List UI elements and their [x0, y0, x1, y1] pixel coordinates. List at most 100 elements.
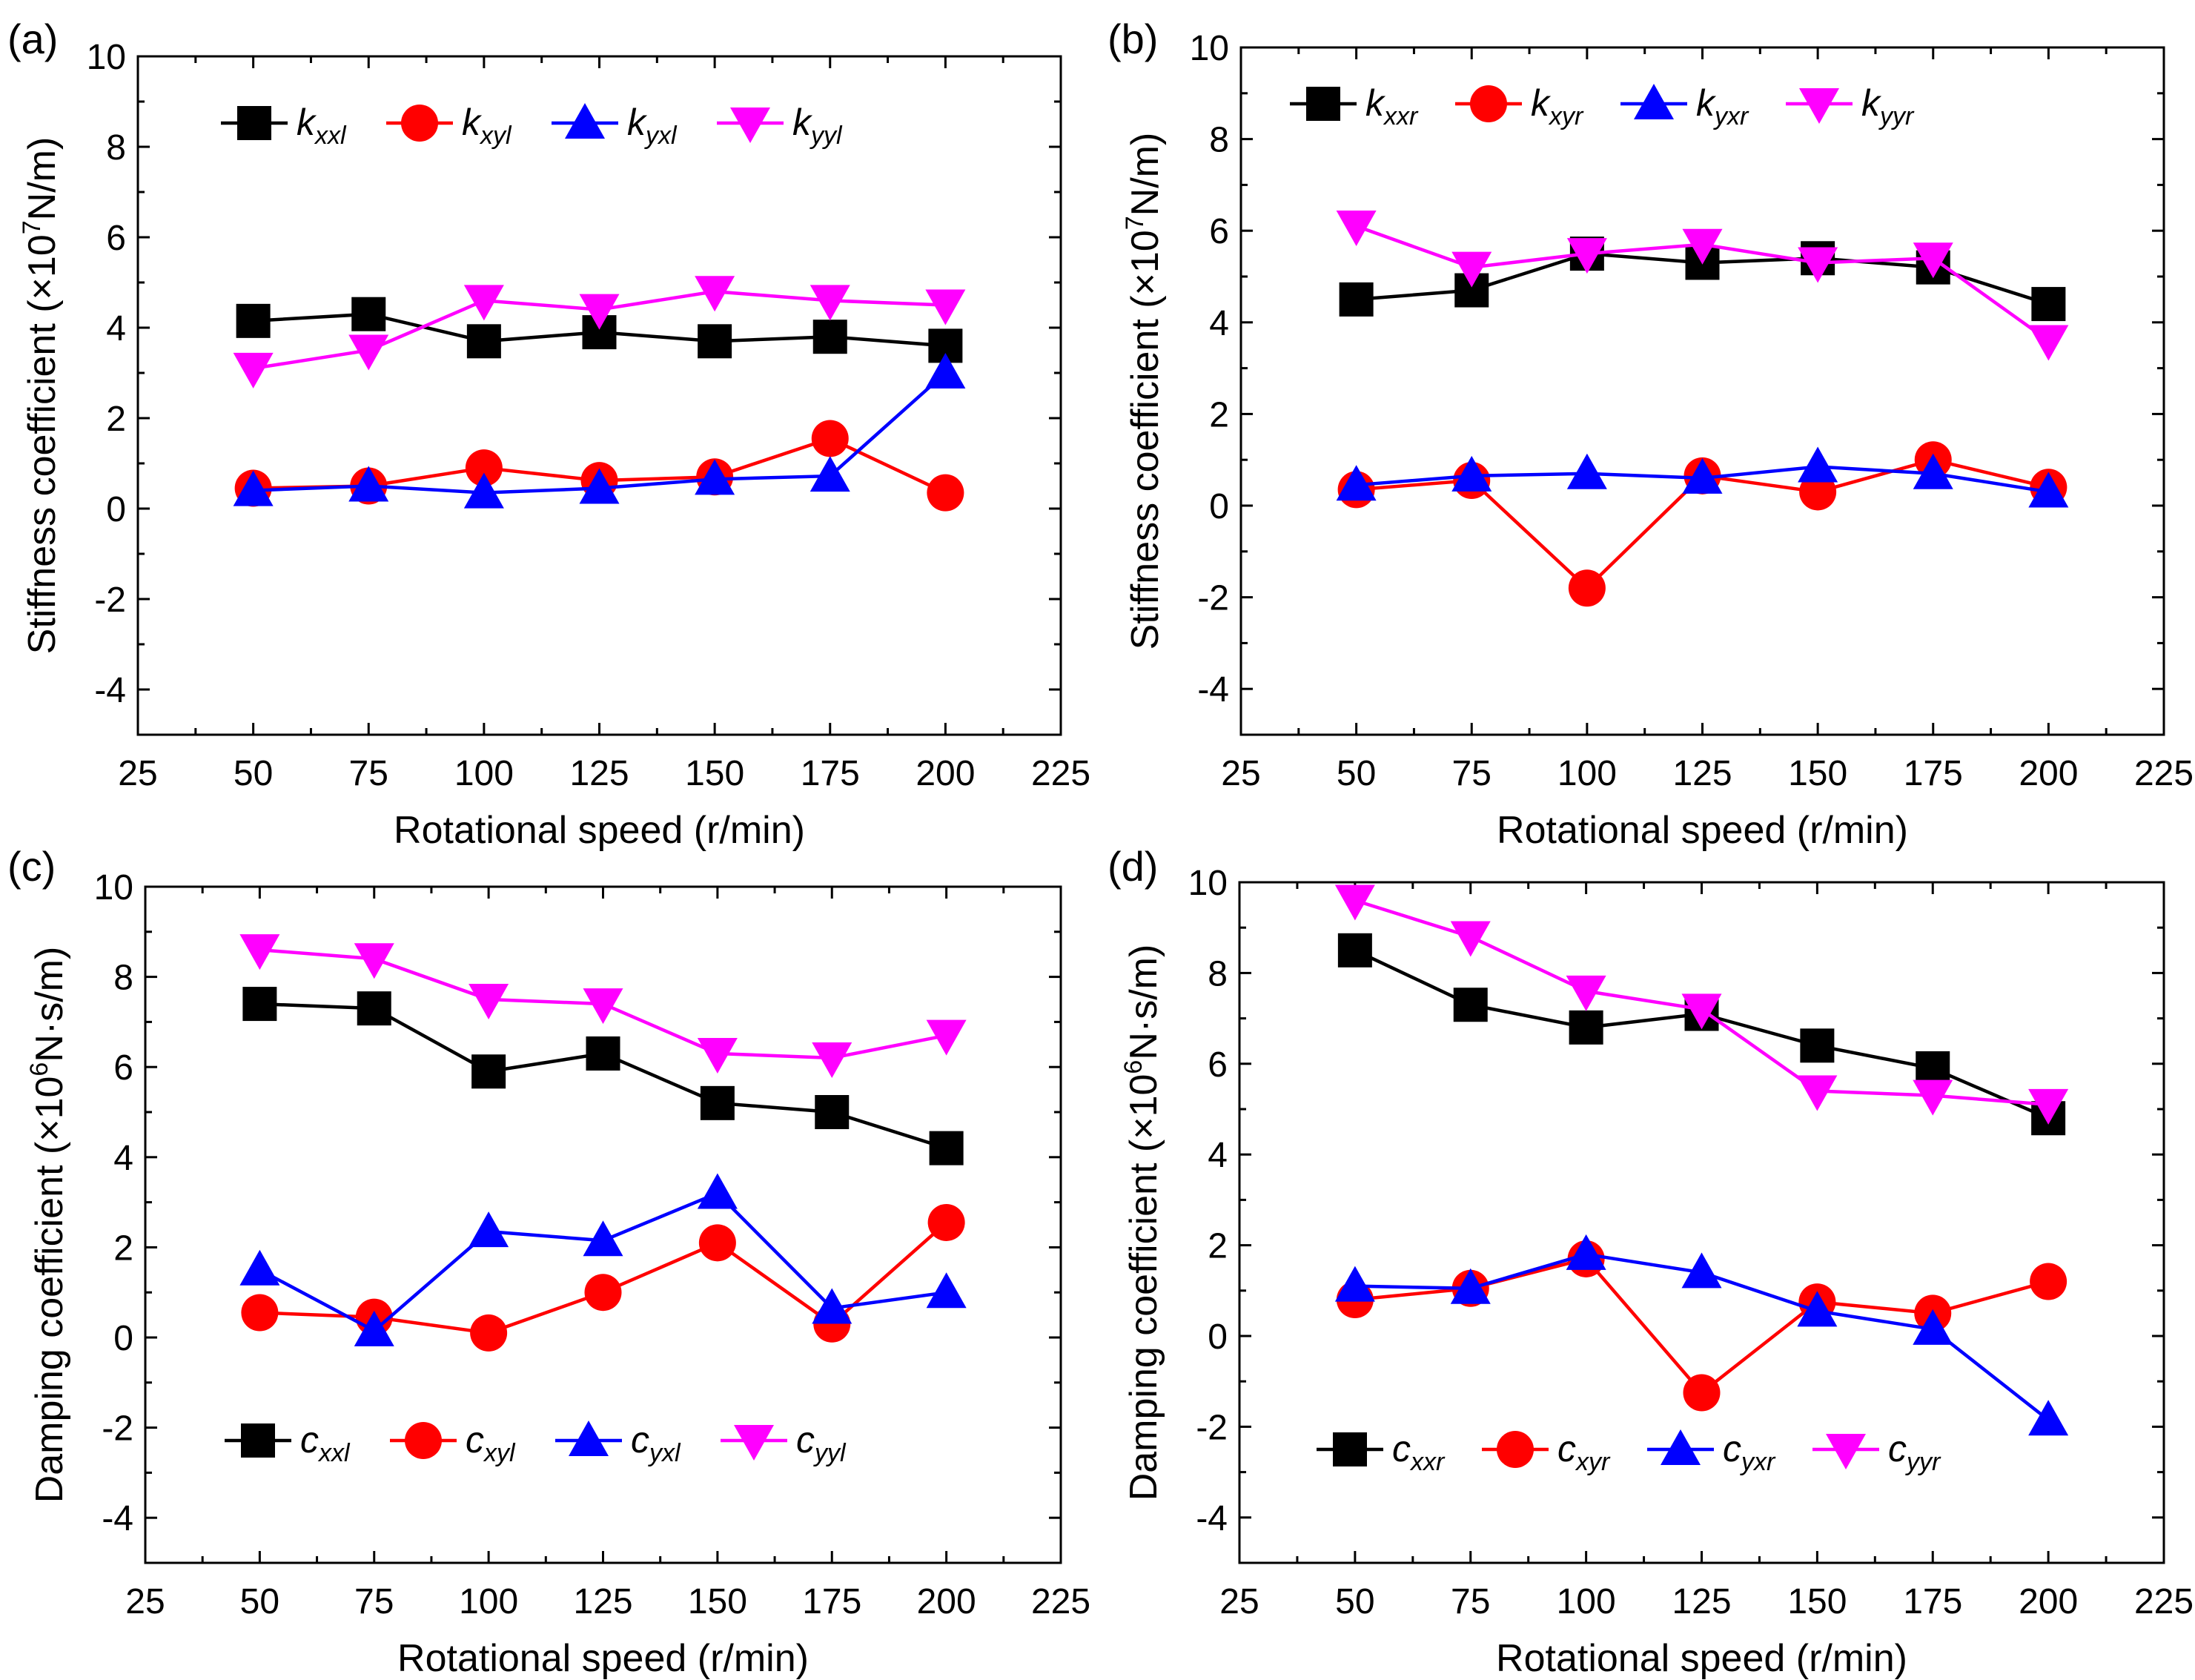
legend-label-c-xyr: cxyr: [1557, 1428, 1611, 1476]
data-point-c-xxl: [929, 1131, 964, 1165]
data-point-c-yxr: [2028, 1400, 2069, 1436]
x-tick-label: 200: [2019, 754, 2078, 793]
x-axis-title: Rotational speed (r/min): [1497, 809, 1908, 852]
y-tick-label: 6: [1209, 212, 1229, 251]
data-point-k-yyr: [1798, 247, 1838, 283]
data-point-c-yyl: [354, 943, 394, 979]
y-axis-title-unit: N/m): [21, 137, 64, 221]
y-axis-title-exponent: 7: [18, 220, 46, 234]
legend-marker-k-xyr: [1470, 85, 1507, 122]
data-point-c-xxr: [1337, 933, 1372, 968]
data-point-k-xyr: [1799, 473, 1837, 511]
data-point-c-xxl: [815, 1095, 850, 1129]
chart-panel-a: 25 50 75 100 125 150 175 200 225 -4 -2 0 2 4 6 8 10 (a) Ro…: [7, 16, 1090, 852]
data-point-k-yyl: [348, 334, 389, 371]
legend-marker-c-yxl: [569, 1421, 609, 1456]
data-point-c-xyl: [241, 1294, 279, 1332]
data-point-c-yxl: [239, 1249, 280, 1286]
y-tick-label: 4: [1209, 304, 1229, 343]
data-point-c-yxr: [1334, 1266, 1375, 1302]
data-point-c-xxr: [1569, 1010, 1603, 1045]
data-point-c-yyl: [583, 988, 623, 1025]
y-axis-title: Damping coefficient (×106N·s/m): [25, 947, 71, 1504]
legend-marker-k-yyl: [730, 108, 770, 143]
y-axis-title-unit: N/m): [1124, 133, 1167, 216]
legend-symbol: k: [462, 102, 483, 143]
legend-label-c-yxr: cyxr: [1723, 1428, 1776, 1476]
y-tick-label: 0: [113, 1319, 133, 1358]
legend-label-k-yyl: kyyl: [792, 102, 843, 150]
x-tick-label: 200: [916, 754, 975, 793]
panel-label: (b): [1108, 16, 1158, 62]
y-axis-title-unit: N·s/m): [1122, 945, 1165, 1060]
legend-marker-c-xyl: [405, 1422, 442, 1459]
y-tick-label: -2: [94, 581, 126, 620]
legend-subscript: xxl: [317, 1439, 351, 1467]
x-tick-label: 175: [1903, 1582, 1962, 1621]
data-point-c-xxr: [1916, 1051, 1950, 1085]
data-point-k-yyr: [1913, 242, 1953, 279]
x-tick-label: 75: [354, 1582, 394, 1621]
legend-symbol: c: [1888, 1428, 1907, 1469]
data-point-c-yyr: [1681, 993, 1722, 1030]
y-tick-label: 0: [1208, 1317, 1228, 1357]
legend-label-c-xxl: cxxl: [300, 1419, 351, 1467]
data-point-k-xxl: [236, 303, 271, 338]
data-point-c-yyr: [1566, 975, 1606, 1011]
legend-subscript: yxl: [648, 1439, 681, 1467]
legend-marker-c-yyr: [1826, 1434, 1866, 1469]
x-tick-label: 50: [234, 754, 273, 793]
y-axis-title-main: Damping coefficient (×10: [28, 1077, 71, 1504]
legend-label-c-yyr: cyyr: [1888, 1428, 1941, 1476]
data-point-c-yyl: [239, 934, 280, 970]
y-tick-label: 8: [1209, 121, 1229, 160]
data-point-k-yyl: [810, 285, 850, 321]
data-point-k-yxl: [233, 470, 274, 506]
data-point-k-yyl: [579, 294, 620, 330]
data-point-k-yxl: [579, 468, 620, 504]
legend-subscript: xxr: [1409, 1448, 1446, 1476]
legend-marker-k-xyl: [401, 105, 438, 142]
data-point-c-yxl: [812, 1288, 852, 1324]
data-point-k-yxr: [1682, 457, 1723, 494]
y-tick-label: 2: [106, 400, 126, 439]
x-tick-label: 125: [573, 1582, 632, 1621]
y-axis-title-unit: N·s/m): [28, 947, 71, 1062]
legend-label-c-yyl: cyyl: [796, 1419, 847, 1467]
x-tick-label: 150: [685, 754, 744, 793]
data-point-c-yyl: [926, 1019, 967, 1056]
data-point-c-xxr: [1453, 988, 1488, 1022]
x-tick-label: 25: [118, 754, 157, 793]
data-point-k-xyl: [811, 420, 849, 457]
legend-label-c-yxl: cyxl: [631, 1419, 681, 1467]
legend-marker-c-xyr: [1497, 1431, 1534, 1468]
y-tick-label: 8: [1208, 954, 1228, 993]
data-point-k-yyl: [695, 276, 735, 312]
y-tick-label: 10: [87, 38, 126, 77]
legend-symbol: k: [1531, 82, 1552, 124]
legend-symbol: c: [466, 1419, 484, 1461]
x-tick-label: 200: [917, 1582, 976, 1621]
data-point-k-yyr: [1451, 251, 1492, 288]
y-tick-label: 8: [113, 959, 133, 998]
legend-label-k-xyr: kxyr: [1531, 82, 1584, 130]
legend-subscript: yyl: [813, 1439, 847, 1467]
legend-subscript: xxl: [314, 122, 347, 150]
y-tick-label: -4: [1197, 670, 1229, 710]
data-point-c-yxr: [1450, 1268, 1491, 1304]
data-point-c-yxl: [697, 1173, 738, 1209]
data-point-c-yyl: [697, 1037, 738, 1074]
legend-subscript: yxl: [644, 122, 678, 150]
y-axis-title-main: Stiffness coefficient (×10: [21, 234, 64, 654]
data-point-c-yyl: [812, 1042, 852, 1079]
x-axis-title: Rotational speed (r/min): [397, 1637, 809, 1680]
data-point-k-yyr: [2028, 325, 2069, 361]
data-point-k-yyl: [925, 289, 966, 325]
legend-marker-k-xxl: [237, 106, 271, 140]
legend-symbol: k: [297, 102, 317, 143]
data-point-k-yxl: [695, 459, 735, 495]
x-tick-label: 225: [2134, 1582, 2194, 1621]
y-axis-title-exponent: 6: [25, 1062, 53, 1077]
data-point-k-xyr: [1568, 569, 1606, 607]
x-tick-label: 175: [1904, 754, 1963, 793]
